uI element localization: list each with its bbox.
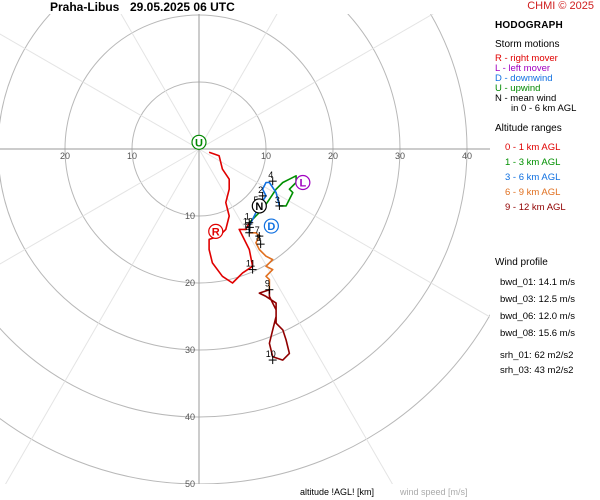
spoke-300 — [198, 14, 278, 150]
altitude-marker-1: 1 — [245, 212, 254, 227]
y-tick-label: 20 — [185, 278, 195, 288]
wind-profile-title: Wind profile — [495, 257, 548, 268]
altitude-marker-9: 9 — [265, 279, 274, 294]
altitude-marker-12: 12 — [243, 216, 254, 232]
y-tick-label: 50 — [185, 479, 195, 489]
y-tick-label: 40 — [185, 412, 195, 422]
storm-motion-label: D — [267, 221, 275, 233]
altitude-marker-8: 8 — [256, 233, 265, 249]
storm-motion-circle — [191, 134, 207, 150]
altitude-label: 7 — [255, 225, 260, 235]
storm-motion-N: N — [251, 198, 267, 214]
trace-0-1-km-agl — [208, 151, 254, 284]
altitude-marker-6: 6 — [245, 222, 254, 237]
srh-03: srh_03: 43 m2/s2 — [500, 365, 574, 376]
spoke-150 — [0, 148, 200, 265]
storm-motion-R: R — [208, 223, 224, 240]
spoke-330 — [198, 14, 434, 150]
storm-motion-circle — [251, 198, 267, 214]
altitude-markers: 123456789101112 — [243, 170, 284, 365]
legend-left-mover: L - left mover — [495, 63, 551, 74]
legend-alt-1-3: 1 - 3 km AGL — [505, 157, 561, 168]
footer-windspeed-label: wind speed [m/s] — [400, 487, 468, 497]
altitude-marker-4: 4 — [268, 170, 277, 186]
x-tick-label: 10 — [261, 151, 271, 161]
storm-motion-circle — [295, 174, 311, 191]
spoke-30 — [198, 148, 490, 318]
altitude-label: 3 — [275, 195, 280, 205]
legend-alt-0-1: 0 - 1 km AGL — [505, 142, 561, 153]
storm-motion-circle — [208, 223, 224, 240]
altitude-marker-3: 3 — [275, 195, 284, 210]
trace-6-9-km-agl — [249, 232, 274, 290]
storm-motion-L: L — [295, 174, 311, 191]
hodograph-grid — [0, 14, 490, 484]
altitude-label: 1 — [245, 212, 250, 222]
altitude-marker-11: 11 — [246, 259, 257, 274]
legend-panel: HODOGRAPH Storm motions R - right mover … — [495, 20, 600, 378]
bwd-03: bwd_03: 12.5 m/s — [500, 294, 575, 305]
altitude-label: 11 — [246, 259, 255, 269]
bwd-08: bwd_08: 15.6 m/s — [500, 328, 575, 339]
storm-motion-label: R — [212, 226, 220, 238]
footer-altitude-label: altitude !AGL! [km] — [300, 487, 375, 497]
altitude-marker-2: 2 — [258, 185, 267, 200]
legend-upwind: U - upwind — [495, 83, 541, 94]
legend-mean-wind: N - mean wind — [495, 93, 557, 104]
storm-motion-label: N — [255, 201, 263, 213]
altitude-label: 8 — [256, 233, 261, 243]
hodograph-traces — [208, 151, 297, 361]
altitude-label: 2 — [258, 185, 263, 195]
altitude-label: 6 — [245, 222, 250, 232]
axis-tick-labels: 20 10 10 20 30 40 10 20 30 40 50 — [60, 151, 472, 489]
legend-alt-9-12: 9 - 12 km AGL — [505, 202, 566, 213]
altitude-marker-7: 7 — [255, 225, 264, 241]
storm-motion-circle — [263, 218, 279, 234]
storm-motion-label: L — [299, 178, 306, 190]
spoke-60 — [198, 148, 393, 484]
sounding-datetime: 29.05.2025 06 UTC — [130, 0, 235, 14]
station-name: Praha-Libus — [50, 0, 120, 14]
legend-alt-6-9: 6 - 9 km AGL — [505, 187, 561, 198]
trace-9-12-km-agl — [258, 288, 291, 361]
legend-right-mover: R - right mover — [495, 53, 558, 64]
storm-motion-markers: U L ND R — [191, 134, 311, 240]
storm-motion-U: U — [191, 134, 207, 150]
storm-motions-title: Storm motions — [495, 39, 560, 50]
spoke-210 — [0, 33, 200, 150]
altitude-label: 9 — [265, 279, 270, 289]
x-tick-label: 10 — [127, 151, 137, 161]
bwd-06: bwd_06: 12.0 m/s — [500, 311, 575, 322]
altitude-marker-10: 10 — [266, 349, 277, 365]
x-tick-label: 20 — [328, 151, 338, 161]
x-tick-label: 30 — [395, 151, 405, 161]
legend-downwind: D - downwind — [495, 73, 553, 84]
altitude-label: 12 — [243, 216, 253, 226]
storm-motion-label: U — [195, 137, 203, 149]
y-tick-label: 30 — [185, 345, 195, 355]
y-tick-label: 10 — [185, 211, 195, 221]
storm-motion-D: D — [263, 218, 279, 234]
panel-title: HODOGRAPH — [495, 20, 563, 31]
srh-01: srh_01: 62 m2/s2 — [500, 350, 574, 361]
bwd-01: bwd_01: 14.1 m/s — [500, 277, 575, 288]
altitude-label: 4 — [268, 170, 273, 180]
x-tick-label: 40 — [462, 151, 472, 161]
spoke-240 — [120, 14, 200, 150]
ring-30 — [0, 14, 401, 351]
altitude-ranges-title: Altitude ranges — [495, 123, 562, 134]
spoke-120 — [5, 148, 200, 484]
legend-mean-wind-note: in 0 - 6 km AGL — [511, 103, 577, 114]
copyright: CHMI © 2025 — [527, 0, 594, 12]
x-tick-label: 20 — [60, 151, 70, 161]
legend-alt-3-6: 3 - 6 km AGL — [505, 172, 561, 183]
altitude-label: 10 — [266, 349, 276, 359]
